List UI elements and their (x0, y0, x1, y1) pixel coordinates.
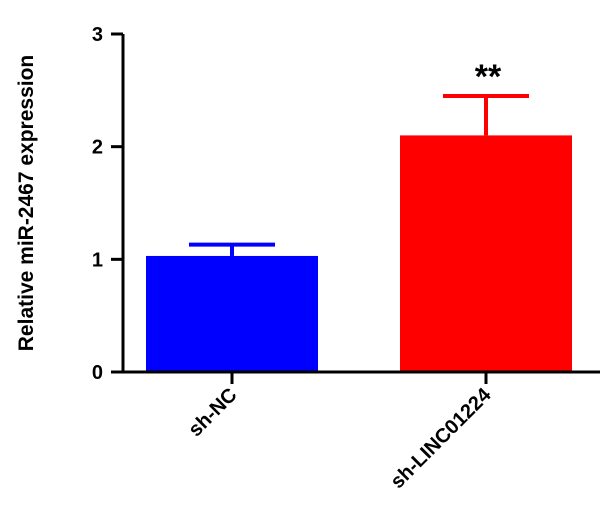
plot-area: ** (146, 58, 572, 372)
y-tick-label: 3 (92, 24, 103, 46)
y-tick-label: 0 (92, 362, 103, 384)
y-tick-label: 1 (92, 249, 103, 271)
x-tick-label: sh-LINC01224 (386, 383, 496, 493)
y-tick-label: 2 (92, 137, 103, 159)
significance-annotation: ** (475, 58, 502, 96)
y-axis-label: Relative miR-2467 expression (15, 55, 38, 351)
bar-1 (146, 255, 318, 372)
bar-2 (400, 135, 572, 372)
x-tick-label: sh-NC (184, 384, 241, 441)
